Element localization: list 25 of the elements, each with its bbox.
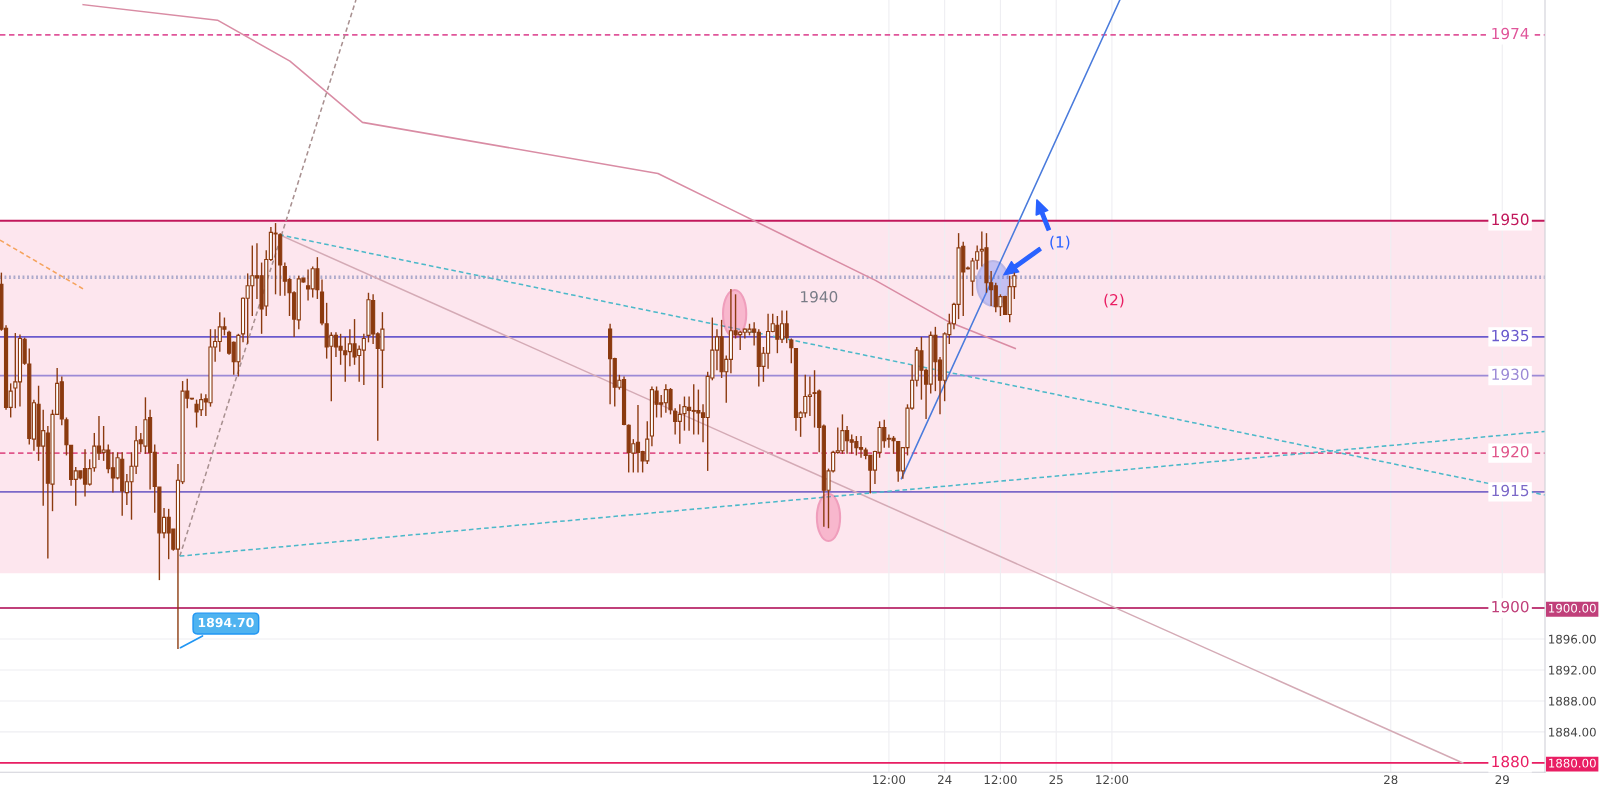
x-tick-label: 29: [1495, 775, 1509, 785]
ref-line-label: 1950: [1492, 213, 1529, 226]
ref-line-label: 1920: [1492, 445, 1529, 458]
x-tick-label: 12:00: [1096, 775, 1129, 785]
annotation: 1940: [801, 290, 838, 303]
annotation: 1894.70: [198, 617, 254, 628]
annotation: (2): [1104, 293, 1124, 308]
ref-line-label: 1935: [1492, 329, 1529, 342]
ref-line-label: 1915: [1492, 484, 1529, 497]
x-tick-label: 28: [1384, 775, 1398, 785]
y-tick-label: 1900.00: [1549, 603, 1596, 613]
x-tick-label: 24: [938, 775, 952, 784]
y-tick-label: 1880.00: [1549, 758, 1596, 768]
y-tick-label: 1888.00: [1549, 696, 1596, 706]
x-tick-label: 12:00: [984, 775, 1017, 785]
ref-line-label: 1900: [1492, 600, 1529, 613]
y-tick-label: 1896.00: [1549, 634, 1596, 644]
x-tick-label: 12:00: [873, 775, 906, 785]
ref-line-label: 1930: [1492, 368, 1529, 381]
ref-line-label: 1974: [1492, 27, 1529, 40]
x-tick-label: 25: [1049, 775, 1063, 785]
y-tick-label: 1884.00: [1549, 727, 1596, 737]
y-tick-label: 1892.00: [1549, 665, 1596, 675]
annotation: (1): [1050, 235, 1070, 250]
ref-line-label: 1880: [1492, 755, 1529, 768]
